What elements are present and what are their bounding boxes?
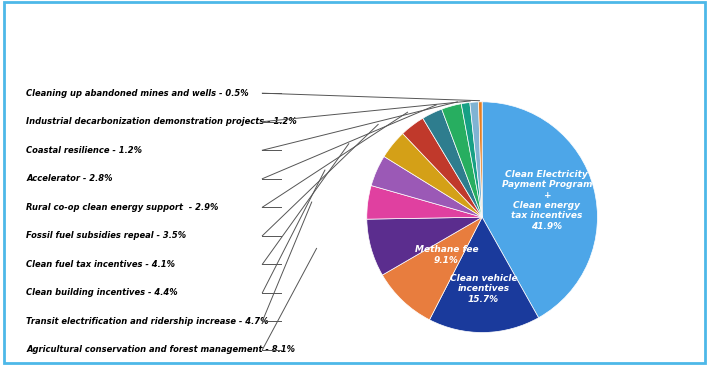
Wedge shape xyxy=(367,185,482,219)
Wedge shape xyxy=(372,157,482,217)
Wedge shape xyxy=(403,118,482,217)
Text: Industrial decarbonization demonstration projects - 1.2%: Industrial decarbonization demonstration… xyxy=(26,117,297,126)
Wedge shape xyxy=(442,104,482,217)
Wedge shape xyxy=(482,102,598,318)
Wedge shape xyxy=(382,217,482,320)
Text: HOW DO WE GET TO 45 PERCENT?: HOW DO WE GET TO 45 PERCENT? xyxy=(89,25,620,53)
Wedge shape xyxy=(367,217,482,275)
Text: Agricultural conservation and forest management - 8.1%: Agricultural conservation and forest man… xyxy=(26,345,295,354)
Wedge shape xyxy=(430,217,539,333)
Text: Transit electrification and ridership increase - 4.7%: Transit electrification and ridership in… xyxy=(26,317,269,326)
Text: Accelerator - 2.8%: Accelerator - 2.8% xyxy=(26,174,113,183)
Text: Methane fee
9.1%: Methane fee 9.1% xyxy=(415,245,478,265)
Wedge shape xyxy=(423,109,482,217)
Text: Coastal resilience - 1.2%: Coastal resilience - 1.2% xyxy=(26,146,143,155)
Text: Clean fuel tax incentives - 4.1%: Clean fuel tax incentives - 4.1% xyxy=(26,260,175,269)
Text: Clean building incentives - 4.4%: Clean building incentives - 4.4% xyxy=(26,288,178,297)
Wedge shape xyxy=(462,103,482,217)
Wedge shape xyxy=(470,102,482,217)
Text: Cleaning up abandoned mines and wells - 0.5%: Cleaning up abandoned mines and wells - … xyxy=(26,89,249,98)
Text: Clean vehicle
incentives
15.7%: Clean vehicle incentives 15.7% xyxy=(450,274,518,304)
Wedge shape xyxy=(479,102,482,217)
Wedge shape xyxy=(384,134,482,217)
Text: Rural co-op clean energy support  - 2.9%: Rural co-op clean energy support - 2.9% xyxy=(26,203,218,212)
Text: Clean Electricity
Payment Program
+
Clean energy
tax incentives
41.9%: Clean Electricity Payment Program + Clea… xyxy=(501,170,592,231)
Text: Fossil fuel subsidies repeal - 3.5%: Fossil fuel subsidies repeal - 3.5% xyxy=(26,231,186,240)
